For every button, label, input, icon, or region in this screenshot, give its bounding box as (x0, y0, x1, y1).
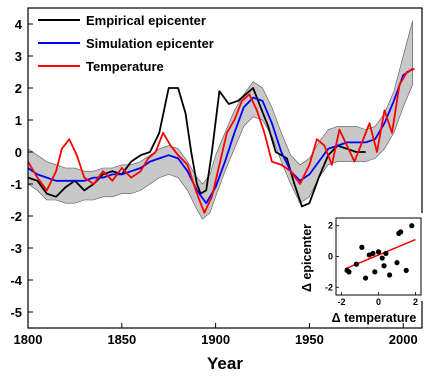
inset-background (330, 213, 424, 301)
inset-scatter-point (409, 223, 415, 229)
y-tick-label: -2 (10, 209, 22, 224)
x-tick-label: 1950 (295, 332, 324, 347)
x-tick-label: 2000 (389, 332, 418, 347)
inset-scatter-point (353, 261, 359, 267)
series-line-empirical-epicenter (27, 87, 366, 208)
y-tick-label: -3 (10, 241, 22, 256)
series-line-temperature (27, 67, 415, 214)
y-tick-label: -5 (10, 305, 22, 320)
inset-x-ticks: -2 0 2 (338, 292, 418, 307)
y-tick-label: -4 (10, 273, 22, 288)
legend: Empirical epicenter Simulation epicenter… (38, 13, 214, 74)
inset-scatter-point (379, 255, 385, 261)
x-axis-ticks: 1800 1850 1900 1950 2000 (14, 323, 418, 347)
legend-label-temperature: Temperature (86, 59, 164, 74)
inset-scatter-point (383, 250, 389, 257)
x-tick-label: 1850 (107, 332, 136, 347)
inset-scatter-point (381, 263, 387, 269)
x-axis-title: Year (207, 354, 243, 373)
inset-scatter-point (362, 275, 369, 281)
y-tick-label: -1 (10, 177, 22, 192)
inset-y-axis-title: Δ epicenter (300, 224, 314, 292)
inset-scatter-point (346, 269, 352, 275)
y-axis-ticks: 4 3 2 1 0 -1 -2 -3 -4 -5 (10, 17, 33, 320)
plot-frame (27, 7, 423, 329)
inset-x-tick-label: 0 (376, 297, 381, 307)
inset-x-tick-label: -2 (338, 297, 346, 307)
inset-scatter-point (394, 260, 400, 266)
y-tick-label: 4 (15, 17, 23, 32)
inset-scatter-point (372, 269, 378, 275)
inset-scatter-point (403, 267, 409, 273)
series-layer (27, 67, 415, 214)
inset-y-tick-label: 0 (328, 252, 333, 262)
inset-scatter-point (359, 244, 365, 250)
inset-scatter-point (370, 250, 376, 257)
y-tick-label: 3 (15, 49, 22, 64)
inset-y-tick-label: -2 (325, 282, 333, 292)
y-tick-label: 0 (15, 145, 22, 160)
inset-scatter-point (386, 272, 393, 278)
inset-scatter: -2 0 2 2 0 -2 Δ temperature Δ epicenter (300, 213, 424, 325)
inset-marks (344, 223, 416, 281)
inset-scatter-point (375, 249, 382, 255)
inset-y-ticks: 2 0 -2 (325, 221, 339, 292)
inset-scatter-point (398, 229, 404, 235)
legend-label-simulation-epicenter: Simulation epicenter (86, 36, 214, 51)
inset-x-axis-title: Δ temperature (332, 311, 417, 325)
inset-x-tick-label: 2 (413, 297, 418, 307)
main-plot: 1800 1850 1900 1950 2000 4 3 2 1 0 -1 -2 -3 -4 -5 Yea… (10, 7, 423, 373)
series-line-simulation-epicenter (27, 68, 414, 205)
inset-y-tick-label: 2 (328, 221, 333, 231)
x-tick-label: 1900 (201, 332, 230, 347)
legend-label-empirical-epicenter: Empirical epicenter (86, 13, 206, 28)
y-tick-label: 1 (15, 113, 22, 128)
x-tick-label: 1800 (14, 332, 43, 347)
y-tick-label: 2 (15, 81, 22, 96)
